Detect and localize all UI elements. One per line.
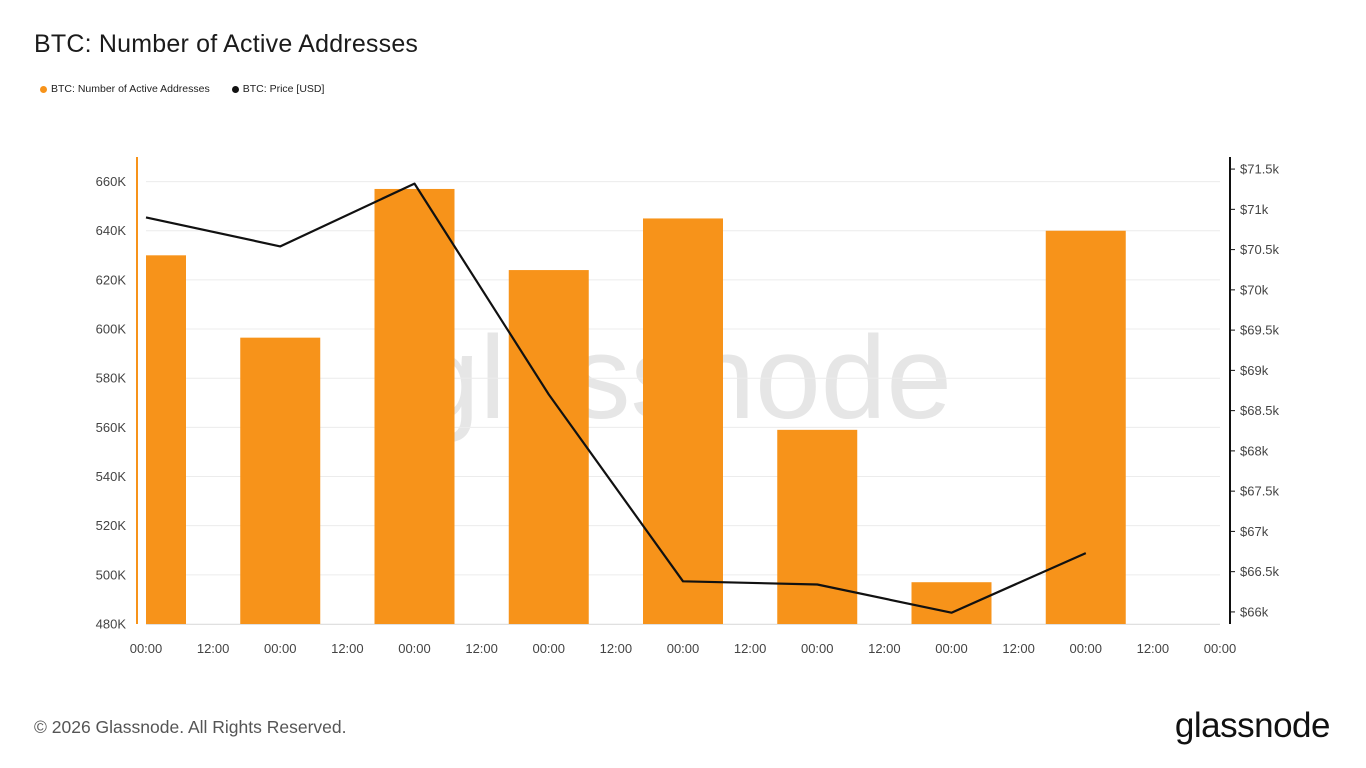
x-tick-label: 12:00 [1137,641,1170,656]
y-right-tick-label: $66.5k [1240,564,1280,579]
legend: BTC: Number of Active Addresses BTC: Pri… [40,83,324,95]
y-left-tick-label: 480K [96,617,127,632]
legend-dot-price [231,85,239,93]
y-right-tick-label: $70k [1240,282,1269,297]
bar [643,218,723,624]
x-tick-label: 12:00 [465,641,498,656]
y-left-tick-label: 660K [96,174,127,189]
legend-label-active-addresses: BTC: Number of Active Addresses [51,83,210,95]
y-right-tick-label: $70.5k [1240,242,1280,257]
legend-item-price[interactable]: BTC: Price [USD] [231,83,325,95]
y-left-tick-label: 600K [96,322,127,337]
bar [508,270,589,624]
x-tick-label: 00:00 [801,641,834,656]
x-tick-label: 00:00 [264,641,297,656]
legend-item-active-addresses[interactable]: BTC: Number of Active Addresses [40,83,210,95]
price-line [145,182,1087,614]
x-tick-label: 12:00 [600,641,633,656]
x-tick-label: 12:00 [197,641,230,656]
y-left-tick-label: 520K [96,518,127,533]
glassnode-logo: glassnode [1174,706,1331,745]
bar [777,429,858,624]
y-right-tick-label: $68.5k [1240,403,1280,418]
y-right-tick-label: $67.5k [1240,484,1280,499]
y-left-tick-label: 640K [96,223,127,238]
y-right-tick-label: $69k [1240,363,1269,378]
y-left-tick-label: 580K [96,371,127,386]
y-right-tick-label: $71k [1240,202,1269,217]
chart-title: BTC: Number of Active Addresses [34,30,419,58]
bar [146,255,186,624]
x-tick-label: 00:00 [532,641,565,656]
x-tick-label: 00:00 [935,641,968,656]
y-right-tick-label: $68k [1240,443,1269,458]
bar [240,337,321,624]
x-tick-label: 00:00 [667,641,700,656]
y-left-tick-label: 500K [96,567,127,582]
x-tick-label: 00:00 [1069,641,1102,656]
x-tick-label: 12:00 [868,641,901,656]
y-right-tick-label: $71.5k [1240,162,1280,177]
y-left-tick-label: 620K [96,272,127,287]
x-tick-label: 12:00 [1002,641,1035,656]
y-right-tick-label: $66k [1240,604,1269,619]
y-left-tick-label: 560K [96,420,127,435]
x-tick-label: 12:00 [734,641,767,656]
x-tick-label: 00:00 [130,641,163,656]
legend-dot-active-addresses [40,85,47,93]
x-tick-label: 12:00 [331,641,364,656]
y-right-tick-label: $69.5k [1240,323,1280,338]
bar [911,582,992,624]
copyright-text: © 2026 Glassnode. All Rights Reserved. [34,717,347,737]
x-tick-label: 00:00 [1204,641,1237,656]
y-left-tick-label: 540K [96,469,127,484]
legend-label-price: BTC: Price [USD] [242,83,325,95]
bar [1045,230,1126,624]
bar [374,188,455,624]
x-tick-label: 00:00 [398,641,431,656]
y-right-tick-label: $67k [1240,524,1269,539]
